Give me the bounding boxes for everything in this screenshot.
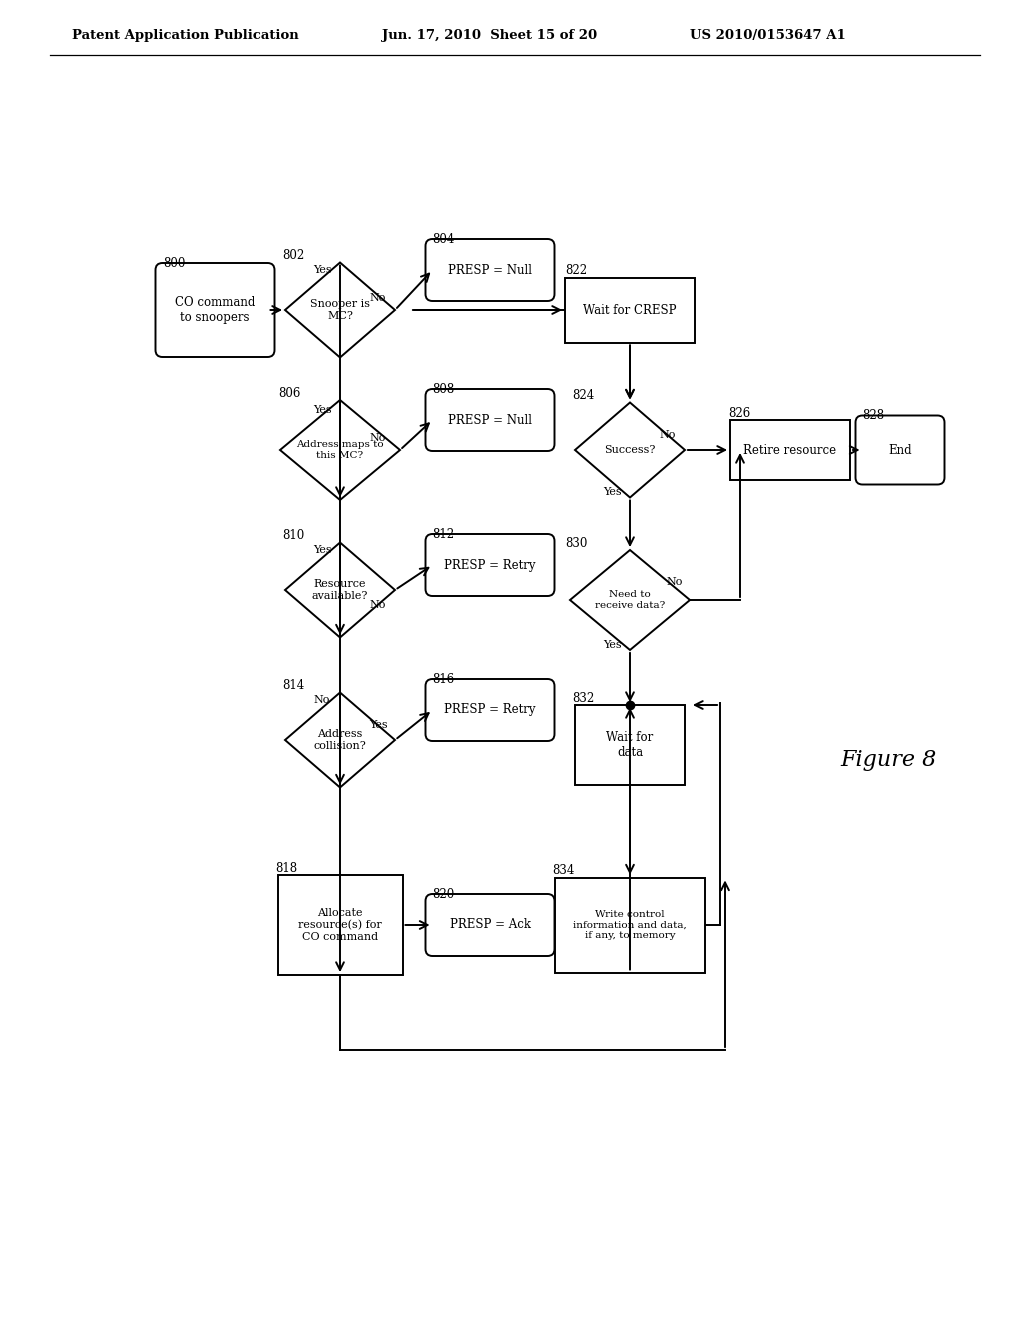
FancyBboxPatch shape [555, 878, 705, 973]
Text: No: No [370, 433, 386, 444]
Text: End: End [888, 444, 911, 457]
FancyBboxPatch shape [730, 420, 850, 480]
Text: Retire resource: Retire resource [743, 444, 837, 457]
Text: Yes: Yes [312, 405, 332, 414]
FancyBboxPatch shape [426, 678, 555, 741]
Text: Write control
information and data,
if any, to memory: Write control information and data, if a… [573, 909, 687, 940]
Text: 806: 806 [278, 387, 300, 400]
Text: 830: 830 [565, 537, 588, 550]
Text: 826: 826 [728, 407, 751, 420]
Text: Allocate
resource(s) for
CO command: Allocate resource(s) for CO command [298, 908, 382, 941]
FancyBboxPatch shape [575, 705, 685, 785]
Text: Yes: Yes [369, 719, 387, 730]
Text: Patent Application Publication: Patent Application Publication [72, 29, 299, 41]
Text: 812: 812 [432, 528, 454, 541]
Polygon shape [570, 550, 690, 649]
Text: Jun. 17, 2010  Sheet 15 of 20: Jun. 17, 2010 Sheet 15 of 20 [382, 29, 597, 41]
Text: 814: 814 [282, 678, 304, 692]
Text: Yes: Yes [312, 265, 332, 275]
Text: Address
collision?: Address collision? [313, 729, 367, 751]
Text: No: No [370, 293, 386, 304]
Polygon shape [285, 543, 395, 638]
Text: Need to
receive data?: Need to receive data? [595, 590, 666, 610]
Text: 816: 816 [432, 673, 455, 686]
Text: PRESP = Null: PRESP = Null [449, 264, 532, 276]
Text: 818: 818 [275, 862, 297, 875]
Text: 800: 800 [163, 257, 185, 271]
Polygon shape [285, 263, 395, 358]
Text: 828: 828 [862, 409, 884, 422]
Text: CO command
to snoopers: CO command to snoopers [175, 296, 255, 323]
Polygon shape [280, 400, 400, 500]
Polygon shape [285, 693, 395, 788]
Text: Yes: Yes [603, 487, 622, 498]
Text: PRESP = Ack: PRESP = Ack [450, 919, 530, 932]
FancyBboxPatch shape [426, 535, 555, 597]
Text: No: No [370, 601, 386, 610]
Text: Snooper is
MC?: Snooper is MC? [310, 300, 370, 321]
Text: PRESP = Retry: PRESP = Retry [444, 558, 536, 572]
Text: PRESP = Null: PRESP = Null [449, 413, 532, 426]
Text: 808: 808 [432, 383, 455, 396]
Text: Wait for CRESP: Wait for CRESP [584, 304, 677, 317]
Text: PRESP = Retry: PRESP = Retry [444, 704, 536, 717]
Text: No: No [659, 430, 676, 440]
Text: 802: 802 [282, 249, 304, 261]
Text: US 2010/0153647 A1: US 2010/0153647 A1 [690, 29, 846, 41]
Text: Figure 8: Figure 8 [840, 748, 936, 771]
Text: No: No [313, 696, 330, 705]
Text: Success?: Success? [604, 445, 655, 455]
Text: 832: 832 [572, 692, 594, 705]
FancyBboxPatch shape [855, 416, 944, 484]
Text: 824: 824 [572, 389, 594, 403]
Text: Address maps to
this MC?: Address maps to this MC? [296, 441, 384, 459]
Text: 822: 822 [565, 264, 587, 277]
FancyBboxPatch shape [426, 239, 555, 301]
Text: Wait for
data: Wait for data [606, 731, 653, 759]
FancyBboxPatch shape [156, 263, 274, 356]
Text: 820: 820 [432, 888, 455, 902]
Text: No: No [667, 577, 683, 587]
Polygon shape [575, 403, 685, 498]
FancyBboxPatch shape [565, 277, 695, 342]
Text: 804: 804 [432, 234, 455, 246]
Text: Yes: Yes [312, 545, 332, 554]
Text: 810: 810 [282, 529, 304, 543]
Text: Yes: Yes [603, 640, 622, 649]
FancyBboxPatch shape [278, 875, 402, 975]
FancyBboxPatch shape [426, 389, 555, 451]
FancyBboxPatch shape [426, 894, 555, 956]
Text: 834: 834 [552, 865, 574, 876]
Text: Resource
available?: Resource available? [312, 579, 369, 601]
